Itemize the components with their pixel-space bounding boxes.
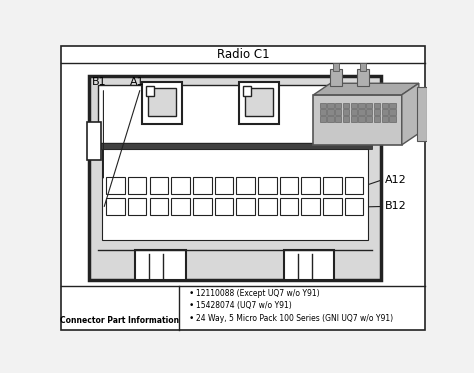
Bar bbox=[328, 103, 334, 108]
Text: 24 Way, 5 Micro Pack 100 Series (GNI UQ7 w/o Y91): 24 Way, 5 Micro Pack 100 Series (GNI UQ7… bbox=[196, 314, 393, 323]
Bar bbox=[417, 87, 427, 141]
Bar bbox=[382, 109, 388, 115]
Text: A12: A12 bbox=[385, 175, 407, 185]
Bar bbox=[390, 103, 396, 108]
Bar bbox=[366, 109, 373, 115]
Text: •: • bbox=[189, 301, 194, 310]
Bar bbox=[243, 86, 251, 95]
Bar bbox=[323, 198, 342, 215]
Bar bbox=[149, 198, 168, 215]
Bar bbox=[357, 69, 369, 86]
Bar bbox=[313, 95, 402, 145]
Bar bbox=[319, 116, 326, 122]
Bar bbox=[358, 109, 365, 115]
Bar bbox=[87, 122, 101, 160]
Bar bbox=[258, 177, 277, 194]
Text: •: • bbox=[189, 314, 194, 323]
Bar bbox=[360, 63, 366, 71]
Text: •: • bbox=[189, 289, 194, 298]
Bar bbox=[351, 116, 357, 122]
Bar bbox=[328, 109, 334, 115]
Bar bbox=[343, 103, 349, 108]
Bar bbox=[346, 95, 372, 137]
Bar bbox=[193, 177, 211, 194]
Text: Connector Part Information: Connector Part Information bbox=[60, 316, 179, 325]
Bar bbox=[280, 177, 298, 194]
Bar bbox=[245, 88, 273, 116]
Bar bbox=[358, 116, 365, 122]
Bar bbox=[237, 177, 255, 194]
Bar bbox=[215, 198, 233, 215]
Bar bbox=[374, 116, 380, 122]
Bar bbox=[171, 198, 190, 215]
Bar bbox=[280, 198, 298, 215]
Bar bbox=[128, 198, 146, 215]
Polygon shape bbox=[313, 83, 419, 95]
Bar bbox=[345, 177, 364, 194]
Bar bbox=[335, 109, 341, 115]
Text: B12: B12 bbox=[385, 201, 407, 211]
Bar bbox=[366, 103, 373, 108]
Bar bbox=[98, 143, 372, 150]
Bar bbox=[345, 198, 364, 215]
Text: A1: A1 bbox=[129, 77, 144, 87]
Text: 12110088 (Except UQ7 w/o Y91): 12110088 (Except UQ7 w/o Y91) bbox=[196, 289, 320, 298]
Bar bbox=[343, 109, 349, 115]
Bar bbox=[284, 250, 334, 280]
Bar bbox=[89, 76, 381, 280]
Bar bbox=[98, 85, 372, 142]
Bar bbox=[215, 177, 233, 194]
Bar bbox=[128, 177, 146, 194]
Bar bbox=[319, 109, 326, 115]
Polygon shape bbox=[402, 83, 419, 145]
Bar bbox=[323, 177, 342, 194]
Bar bbox=[335, 103, 341, 108]
Bar bbox=[142, 82, 182, 124]
Bar bbox=[329, 69, 342, 86]
Bar bbox=[237, 198, 255, 215]
Bar bbox=[351, 103, 357, 108]
Bar bbox=[390, 116, 396, 122]
Bar bbox=[193, 198, 211, 215]
Bar bbox=[171, 177, 190, 194]
Bar bbox=[319, 103, 326, 108]
Bar bbox=[102, 150, 368, 239]
Bar bbox=[106, 198, 125, 215]
Bar bbox=[382, 103, 388, 108]
Bar bbox=[106, 177, 125, 194]
Text: 15428074 (UQ7 w/o Y91): 15428074 (UQ7 w/o Y91) bbox=[196, 301, 292, 310]
Bar bbox=[148, 88, 176, 116]
Bar bbox=[239, 82, 279, 124]
Bar bbox=[382, 116, 388, 122]
Bar bbox=[374, 109, 380, 115]
Bar bbox=[333, 63, 339, 71]
Bar bbox=[335, 116, 341, 122]
Bar bbox=[328, 116, 334, 122]
Bar bbox=[374, 103, 380, 108]
Text: Radio C1: Radio C1 bbox=[217, 48, 269, 61]
Bar bbox=[358, 103, 365, 108]
Bar bbox=[149, 177, 168, 194]
Bar bbox=[135, 250, 186, 280]
Bar bbox=[146, 86, 154, 95]
Bar bbox=[366, 116, 373, 122]
Bar bbox=[343, 116, 349, 122]
Bar bbox=[258, 198, 277, 215]
Bar bbox=[301, 198, 320, 215]
Bar bbox=[301, 177, 320, 194]
Bar bbox=[390, 109, 396, 115]
Bar bbox=[351, 109, 357, 115]
Text: B1: B1 bbox=[92, 77, 107, 87]
